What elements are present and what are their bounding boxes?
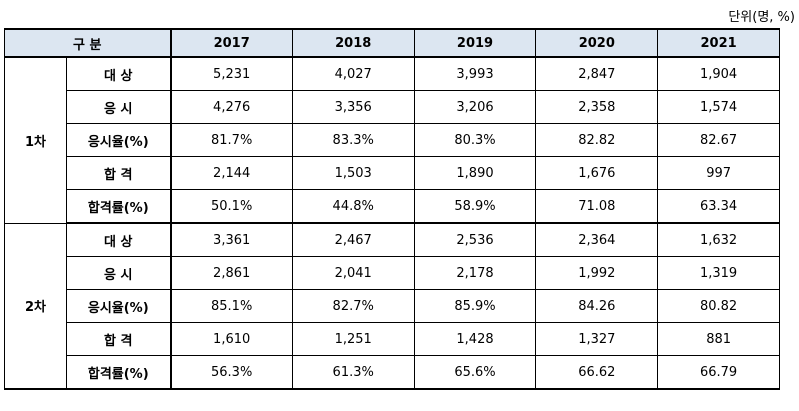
table-cell: 1,327 [535,322,659,356]
row-label: 합격률(%) [65,355,172,390]
row-label: 합 격 [65,322,172,356]
table-cell: 2,144 [170,156,293,190]
table-cell: 66.62 [535,355,659,390]
table-cell: 1,610 [170,322,293,356]
table-cell: 71.08 [535,189,659,224]
table-cell: 80.82 [657,289,780,323]
header-year: 2018 [291,28,415,58]
table-row: 2차 대 상 3,361 2,467 2,536 2,364 1,632 [4,222,780,390]
table-cell: 2,861 [170,256,293,290]
table-cell: 82.67 [657,123,780,157]
table-cell: 82.7% [291,289,415,323]
row-label: 합 격 [65,156,172,190]
table-cell: 3,356 [291,90,415,124]
table-cell: 2,358 [535,90,659,124]
table-cell: 65.6% [413,355,537,390]
table-cell: 2,178 [413,256,537,290]
table-cell: 3,361 [170,222,293,257]
table-cell: 84.26 [535,289,659,323]
table-cell: 4,027 [291,56,415,91]
header-year: 2020 [535,28,659,58]
table-cell: 2,847 [535,56,659,91]
table-row: 합 격 1,610 1,251 1,428 1,327 881 [5,322,780,356]
table-cell: 1,503 [291,156,415,190]
table-row: 응 시 2,861 2,041 2,178 1,992 1,319 [5,256,780,290]
table-cell: 881 [657,322,780,356]
table-cell: 5,231 [170,56,293,91]
table-cell: 2,041 [291,256,415,290]
unit-note: 단위(명, %) [728,10,795,25]
table-cell: 56.3% [170,355,293,390]
round-label: 2차 [4,222,67,390]
table-row: 응시율(%) 85.1% 82.7% 85.9% 84.26 80.82 [5,289,780,323]
row-label: 대 상 [65,222,172,257]
table-cell: 1,632 [657,222,780,257]
row-label: 응 시 [65,256,172,290]
table-cell: 81.7% [170,123,293,157]
table-cell: 1,428 [413,322,537,356]
row-label: 대 상 [65,56,172,91]
table-cell: 3,993 [413,56,537,91]
table-cell: 4,276 [170,90,293,124]
table-cell: 1,992 [535,256,659,290]
table-cell: 63.34 [657,189,780,224]
row-label: 응시율(%) [65,289,172,323]
table-row: 응 시 4,276 3,356 3,206 2,358 1,574 [5,90,780,124]
table-cell: 80.3% [413,123,537,157]
table-cell: 2,536 [413,222,537,257]
table-cell: 61.3% [291,355,415,390]
row-label: 응 시 [65,90,172,124]
row-label: 합격률(%) [65,189,172,224]
table-cell: 997 [657,156,780,190]
table-row: 합격률(%) 50.1% 44.8% 58.9% 71.08 63.34 [5,189,780,224]
table-cell: 85.9% [413,289,537,323]
table-cell: 1,319 [657,256,780,290]
table-cell: 85.1% [170,289,293,323]
round-label: 1차 [4,56,67,224]
table-row: 1차 대 상 5,231 4,027 3,993 2,847 1,904 [4,56,780,224]
table-cell: 1,890 [413,156,537,190]
row-label: 응시율(%) [65,123,172,157]
table-cell: 1,251 [291,322,415,356]
table-header-row: 구 분 2017 2018 2019 2020 2021 [3,28,780,58]
table-cell: 83.3% [291,123,415,157]
header-year: 2021 [657,28,780,58]
table-row: 합 격 2,144 1,503 1,890 1,676 997 [5,156,780,190]
table-cell: 82.82 [535,123,659,157]
table-cell: 1,574 [657,90,780,124]
table-cell: 1,676 [535,156,659,190]
table-row: 합격률(%) 56.3% 61.3% 65.6% 66.62 66.79 [5,355,780,390]
table-cell: 2,364 [535,222,659,257]
table-cell: 58.9% [413,189,537,224]
table-cell: 44.8% [291,189,415,224]
statistics-table: 구 분 2017 2018 2019 2020 2021 1차 대 상 5,23… [3,28,780,390]
table-cell: 3,206 [413,90,537,124]
header-category: 구 분 [3,28,172,58]
table-cell: 1,904 [657,56,780,91]
table-cell: 2,467 [291,222,415,257]
table-cell: 50.1% [170,189,293,224]
table-cell: 66.79 [657,355,780,390]
header-year: 2017 [170,28,293,58]
table-row: 응시율(%) 81.7% 83.3% 80.3% 82.82 82.67 [5,123,780,157]
header-year: 2019 [413,28,537,58]
